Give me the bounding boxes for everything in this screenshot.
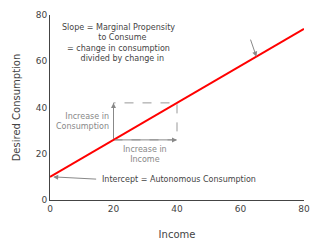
svg-text:Increase inIncome: Increase inIncome (123, 145, 167, 164)
svg-text:80: 80 (36, 10, 48, 20)
svg-text:40: 40 (36, 103, 48, 113)
svg-text:Income: Income (159, 229, 196, 240)
svg-text:40: 40 (171, 204, 183, 214)
svg-text:Desired Consumption: Desired Consumption (11, 54, 22, 162)
svg-text:Increase inConsumption: Increase inConsumption (56, 112, 109, 131)
svg-text:60: 60 (235, 204, 247, 214)
svg-text:0: 0 (41, 195, 47, 205)
svg-text:20: 20 (108, 204, 120, 214)
svg-text:20: 20 (36, 149, 48, 159)
svg-text:60: 60 (36, 56, 48, 66)
svg-text:0: 0 (47, 204, 53, 214)
svg-text:80: 80 (298, 204, 310, 214)
svg-text:Slope = Marginal Propensity: Slope = Marginal Propensity to Consume= … (62, 23, 175, 63)
svg-text:Intercept = Autonomous Consump: Intercept = Autonomous Consumption (102, 175, 256, 184)
